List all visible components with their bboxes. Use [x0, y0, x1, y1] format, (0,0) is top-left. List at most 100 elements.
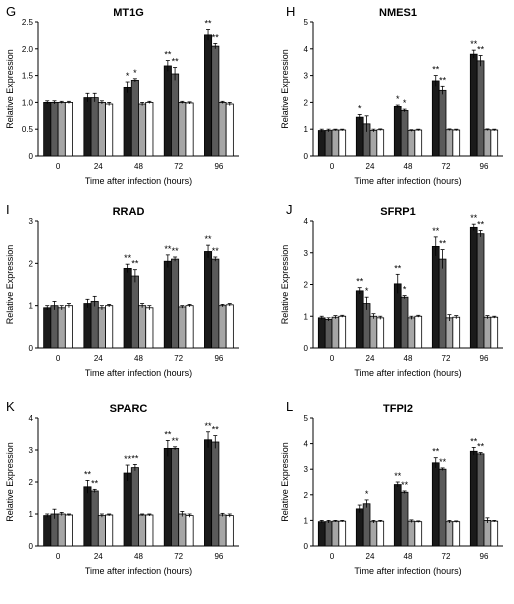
bar [355, 290, 364, 349]
significance-label: ** [470, 436, 478, 446]
y-tick-label: 0 [304, 542, 309, 551]
x-tick-label: 72 [442, 354, 451, 363]
bar [145, 307, 154, 349]
bar [483, 520, 492, 547]
x-tick-label: 0 [56, 162, 61, 171]
bar [90, 490, 99, 547]
bar [57, 513, 66, 547]
bar [407, 520, 416, 547]
x-tick-label: 24 [366, 552, 375, 561]
x-tick-label: 0 [330, 162, 335, 171]
x-tick-label: 72 [442, 552, 451, 561]
bar [185, 305, 194, 349]
bar [43, 307, 52, 349]
bar [490, 520, 499, 547]
x-tick-label: 96 [214, 552, 223, 561]
bar [204, 34, 213, 157]
chart-title: NMES1 [379, 7, 417, 19]
bar [324, 130, 333, 157]
y-tick-label: 2 [29, 259, 34, 268]
y-axis-label: Relative Expression [5, 49, 15, 129]
panel-letter: L [286, 399, 293, 414]
significance-label: ** [91, 478, 99, 488]
bar [393, 283, 402, 349]
x-axis-label: Time after infection (hours) [85, 368, 192, 378]
significance-label: ** [172, 57, 180, 67]
bar [178, 306, 187, 349]
bar [414, 521, 423, 547]
x-tick-label: 24 [94, 552, 103, 561]
bar [178, 102, 187, 157]
y-tick-label: 2.5 [22, 18, 34, 27]
bar [338, 520, 347, 547]
bar [43, 102, 52, 157]
significance-label: * [403, 98, 407, 108]
x-tick-label: 72 [174, 354, 183, 363]
bar [211, 258, 220, 349]
y-tick-label: 2 [29, 478, 34, 487]
significance-label: ** [477, 45, 485, 55]
y-tick-label: 1.5 [22, 72, 34, 81]
significance-label: ** [439, 75, 447, 85]
bar [211, 441, 220, 547]
y-tick-label: 1 [304, 312, 309, 321]
bar [317, 317, 326, 349]
significance-label: ** [477, 442, 485, 452]
bar [218, 305, 227, 349]
bar [393, 484, 402, 547]
significance-label: ** [124, 454, 132, 464]
bar [218, 102, 227, 157]
significance-label: ** [205, 19, 213, 29]
bar [105, 514, 114, 547]
bar [331, 520, 340, 547]
bar [407, 130, 416, 157]
bar [490, 129, 499, 157]
bar [50, 102, 59, 157]
y-tick-label: 2 [304, 281, 309, 290]
bar [105, 103, 114, 157]
significance-label: ** [470, 39, 478, 49]
significance-label: ** [401, 480, 409, 490]
y-tick-label: 0 [29, 152, 34, 161]
bar [393, 106, 402, 157]
y-tick-label: 4 [29, 414, 34, 423]
bar [452, 316, 461, 349]
chart-title: SPARC [110, 403, 148, 415]
bar [64, 305, 73, 349]
x-tick-label: 96 [480, 162, 489, 171]
bar [50, 305, 59, 349]
bar [105, 305, 114, 349]
y-axis-label: Relative Expression [280, 49, 290, 129]
bar [369, 521, 378, 547]
bar [431, 462, 440, 547]
bar [225, 515, 234, 547]
bar [376, 129, 385, 157]
x-tick-label: 72 [174, 552, 183, 561]
significance-label: ** [439, 457, 447, 467]
x-tick-label: 48 [134, 354, 143, 363]
bar [171, 73, 180, 157]
chart-title: MT1G [113, 7, 144, 19]
significance-label: ** [439, 239, 447, 249]
significance-label: ** [124, 253, 132, 263]
x-tick-label: 24 [94, 354, 103, 363]
bar [438, 258, 447, 349]
y-tick-label: 3 [29, 446, 34, 455]
panel-letter: H [286, 4, 295, 19]
chart-title: SFRP1 [380, 206, 415, 218]
chart-panel-k: K SPARC 0 1 2 3 4 Relative Expression Time after… [5, 399, 239, 576]
bar [445, 129, 454, 157]
x-tick-label: 48 [134, 162, 143, 171]
x-tick-label: 72 [442, 162, 451, 171]
y-tick-label: 1 [304, 516, 309, 525]
significance-label: ** [470, 213, 478, 223]
bar [362, 303, 371, 349]
significance-label: ** [432, 65, 440, 75]
significance-label: ** [172, 436, 180, 446]
significance-label: * [396, 94, 400, 104]
bar [490, 316, 499, 349]
y-tick-label: 0 [29, 344, 34, 353]
bar [163, 65, 172, 157]
y-tick-label: 4 [304, 217, 309, 226]
